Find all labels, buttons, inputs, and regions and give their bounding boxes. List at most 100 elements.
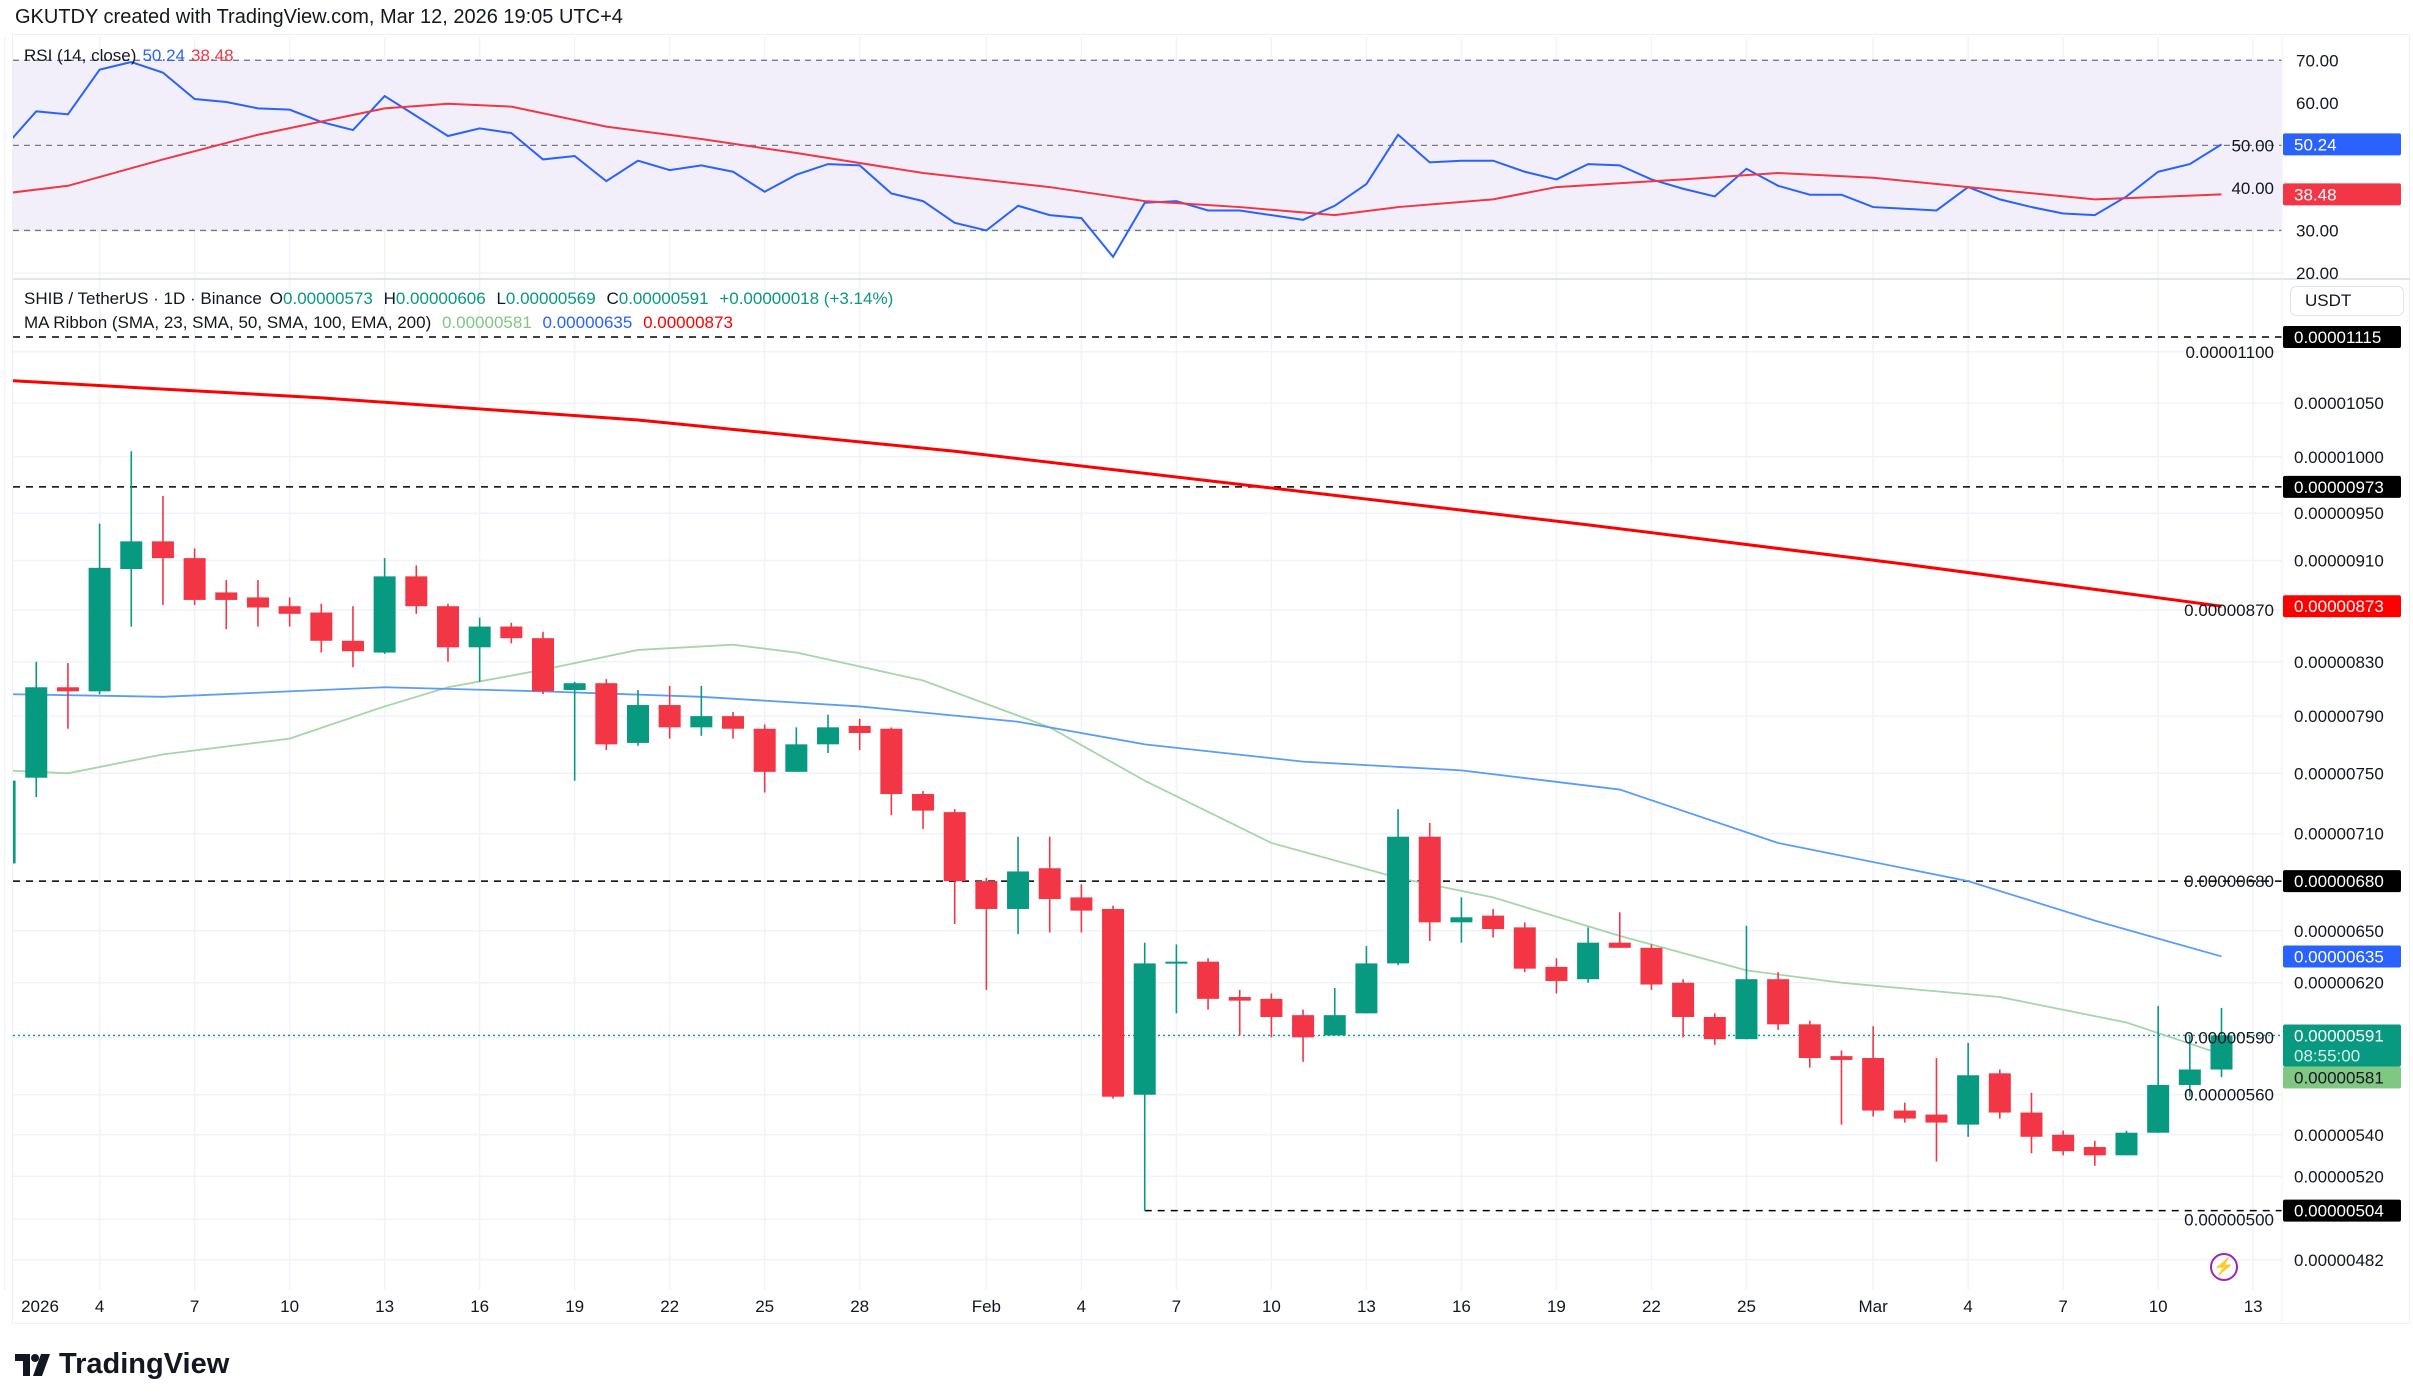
candle-body (1260, 998, 1283, 1017)
high-label: H (383, 289, 396, 308)
candle-body (627, 705, 649, 743)
price-tags: 0.00001115 0.00000973 0.00000873 0.00000680… (2283, 133, 2401, 1222)
high-value: 0.00000606 (395, 289, 486, 308)
time-tick-label: 22 (1642, 1297, 1661, 1316)
price-tick-label: 0.00000950 (2294, 504, 2384, 523)
ma-ribbon-legend[interactable]: MA Ribbon (SMA, 23, SMA, 50, SMA, 100, E… (24, 313, 739, 333)
candle-body (56, 687, 79, 692)
time-axis[interactable]: 2026 4 7 10 13 16 19 22 25 28 Feb 4 7 10 13 16 19 22 25 Mar… (21, 1297, 2263, 1316)
candle-body (1038, 868, 1061, 900)
price-tag-bg (2283, 595, 2401, 618)
rsi-tick-label: 20.00 (2296, 264, 2339, 283)
brand-name: TradingView (59, 1348, 230, 1380)
candle-body (1577, 942, 1600, 980)
price-tick-label: 0.00000910 (2294, 552, 2384, 571)
time-tick-label: 25 (755, 1297, 774, 1316)
ma-line (13, 643, 2222, 1056)
time-tick-label: 10 (2149, 1297, 2168, 1316)
rsi-tag: 38.48 (2294, 185, 2337, 204)
last-price-tag: 0.00000591 (2294, 1026, 2384, 1045)
time-tick-label: 16 (1452, 1297, 1471, 1316)
candle-body (1355, 963, 1378, 1014)
candle-body (1640, 947, 1663, 985)
price-tick-label: 0.00000680 (2184, 872, 2274, 891)
sma50-value: 0.00000635 (542, 313, 633, 332)
time-tick-label: 10 (280, 1297, 299, 1316)
price-tag-bg (2283, 326, 2401, 348)
candle-body (2020, 1112, 2043, 1137)
price-tag-bg (2283, 870, 2401, 893)
time-tick-label: 19 (1547, 1297, 1566, 1316)
time-tick-label: 10 (1262, 1297, 1281, 1316)
price-pane (13, 336, 2282, 1212)
candle-body (1228, 997, 1251, 1001)
candle-body (405, 576, 428, 607)
symbol-legend[interactable]: SHIB / TetherUS · 1D · Binance O0.0000057… (24, 289, 899, 309)
candle-body (500, 626, 523, 639)
rsi-ma-line (13, 102, 2222, 217)
time-tick-label: 4 (1077, 1297, 1086, 1316)
rsi-tag: 50.24 (2294, 135, 2337, 154)
candle-body (1957, 1075, 1980, 1125)
price-tick-label: 0.00000560 (2184, 1086, 2274, 1105)
time-tick-label: Mar (1858, 1297, 1888, 1316)
price-tick-label: 0.00000650 (2294, 922, 2384, 941)
lightning-icon[interactable]: ⚡ (2210, 1253, 2238, 1281)
candle-body (25, 687, 48, 778)
candle-body (880, 728, 903, 795)
time-tick-label: 7 (2058, 1297, 2067, 1316)
change-value: +0.00000018 (+3.14%) (719, 289, 894, 308)
time-tick-label: 7 (190, 1297, 199, 1316)
price-tick-label: 0.00000870 (2184, 601, 2274, 620)
candle-body (785, 744, 808, 772)
candle-body (310, 612, 333, 641)
candle-body (1102, 908, 1125, 1097)
candle-body (943, 812, 966, 882)
price-tick-label: 0.00000500 (2184, 1210, 2274, 1229)
candle-body (2083, 1147, 2106, 1156)
time-tick-label: 25 (1737, 1297, 1756, 1316)
candle-body (595, 683, 618, 745)
candle-body (1735, 979, 1758, 1040)
chart-attribution: GKUTDY created with TradingView.com, Mar… (15, 6, 623, 28)
price-tick-label: 0.00001050 (2294, 394, 2384, 413)
price-axis[interactable]: 0.00001100 0.00001050 0.00001000 0.00000950… (2184, 51, 2384, 1269)
price-tick-label: 0.00000830 (2294, 653, 2384, 672)
candle-body (690, 716, 713, 728)
price-tick-label: 0.00000590 (2184, 1028, 2274, 1047)
price-tick-label: 0.00000750 (2294, 764, 2384, 783)
candle-body (1830, 1056, 1853, 1060)
candle-body (1165, 961, 1188, 964)
time-tick-label: 22 (660, 1297, 679, 1316)
time-tick-label: Feb (972, 1297, 1001, 1316)
candle-body (278, 606, 301, 614)
rsi-legend-value: 50.24 (142, 46, 185, 65)
candle-body (1988, 1073, 2011, 1113)
symbol-name: SHIB / TetherUS · 1D · Binance (24, 289, 262, 308)
currency-button[interactable]: USDT (2290, 286, 2404, 316)
ma-line (13, 379, 2222, 608)
close-label: C (606, 289, 619, 308)
candle-body (912, 794, 935, 811)
close-value: 0.00000591 (618, 289, 709, 308)
last-price-tag-bg (2283, 1024, 2401, 1067)
candle-body (531, 638, 554, 692)
candle-body (13, 780, 16, 864)
price-tag: 0.00000680 (2294, 872, 2384, 891)
time-tick-label: 16 (470, 1297, 489, 1316)
candle-body (722, 716, 745, 729)
price-tag-bg (2283, 475, 2401, 498)
candle-body (1007, 871, 1030, 909)
candle-body (2178, 1069, 2201, 1085)
rsi-legend[interactable]: RSI (14, close) 50.24 38.48 (24, 46, 240, 66)
low-value: 0.00000569 (505, 289, 596, 308)
candle-body (1767, 979, 1790, 1025)
rsi-tick-label: 70.00 (2296, 51, 2339, 70)
candle-body (88, 567, 111, 692)
candle-body (2147, 1084, 2170, 1133)
price-tick-label: 0.00000540 (2294, 1126, 2384, 1145)
candle-body (1893, 1110, 1916, 1119)
candle-body (1323, 1015, 1346, 1036)
candle-body (1798, 1024, 1821, 1059)
